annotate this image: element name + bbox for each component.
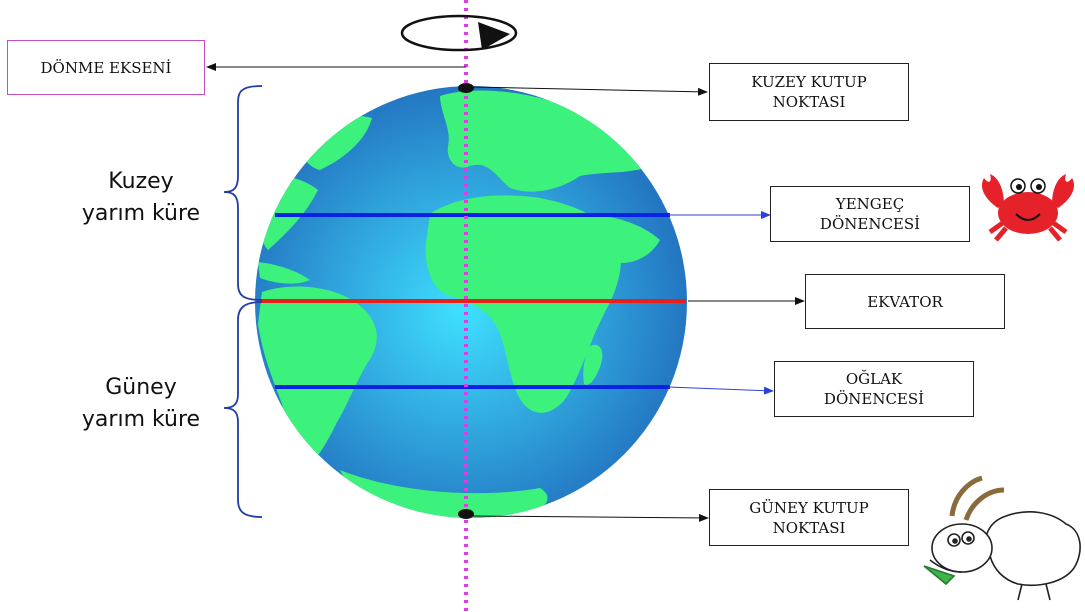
capricorn-tropic-label: OĞLAK DÖNENCESİ <box>774 361 974 417</box>
rotation-axis-label: DÖNME EKSENİ <box>7 40 205 95</box>
south-hemisphere-label: Güney yarım küre <box>81 375 201 432</box>
rotation-arrow-icon <box>400 14 518 52</box>
north-hemisphere-label: Kuzey yarım küre <box>81 169 201 226</box>
north-hemisphere-brace <box>223 85 263 301</box>
equator-label: EKVATOR <box>805 274 1005 329</box>
north-pole-dot <box>458 83 474 93</box>
south-hemisphere-brace <box>223 301 263 518</box>
cancer-tropic-label: YENGEÇ DÖNENCESİ <box>770 186 970 242</box>
north-pole-pointer <box>471 86 708 96</box>
south-pole-pointer <box>471 513 709 522</box>
globe-icon <box>255 86 687 518</box>
crab-icon <box>981 174 1075 242</box>
south-pole-label: GÜNEY KUTUP NOKTASI <box>709 489 909 546</box>
goat-icon <box>923 475 1081 601</box>
north-pole-label: KUZEY KUTUP NOKTASI <box>709 63 909 121</box>
south-pole-dot <box>458 509 474 519</box>
capricorn-pointer <box>667 386 774 395</box>
